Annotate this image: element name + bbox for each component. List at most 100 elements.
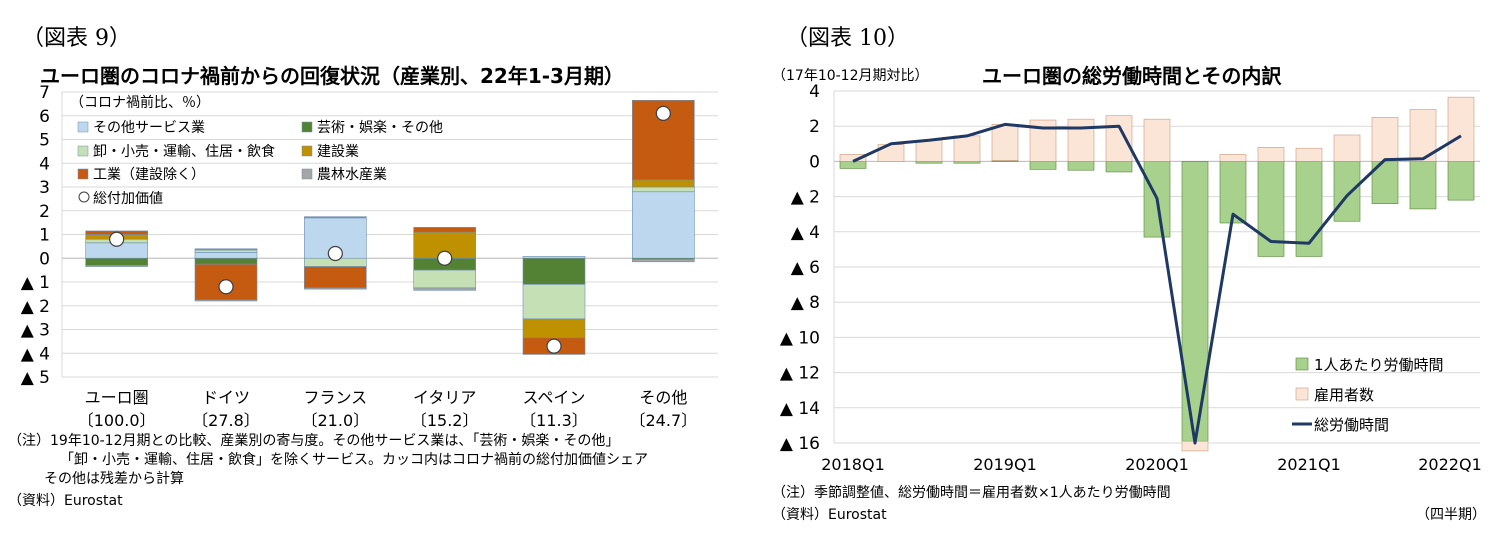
bar-segment [632, 186, 695, 193]
x-category-label: スペイン [523, 388, 586, 407]
x-category-label: ユーロ圏 [85, 388, 149, 407]
y-tick-label: 1 [39, 226, 50, 246]
bar-segment [1105, 115, 1133, 162]
x-category-share-label: 〔11.3〕 [520, 411, 588, 430]
figure-9-note-1: （注）19年10-12月期との比較、産業別の寄与度。その他サービス業は、「芸術・… [8, 433, 620, 449]
x-tick-label: 2020Q1 [1125, 455, 1189, 474]
x-category-label: イタリア [413, 388, 476, 407]
bar-segment [194, 248, 258, 251]
figure-10-note: （注）季節調整値、総労働時間＝雇用者数×1人あたり労働時間 [772, 485, 1171, 501]
legend-label: 卸・小売・運輸、住居・飲食 [93, 143, 275, 160]
legend-swatch [1295, 357, 1309, 371]
total-value-marker [218, 279, 234, 295]
y-tick-label: 7 [39, 83, 50, 103]
bar-segment [1447, 161, 1475, 201]
bar-segment [194, 252, 258, 259]
y-tick-label: 0 [809, 152, 820, 172]
bar-segment [1295, 147, 1323, 162]
bar-segment [991, 124, 1019, 161]
bar-segment [304, 266, 367, 289]
figure-10-panel: （図表 10） ユーロ圏の総労働時間とその内訳 4 2 0 ▲ 2 ▲ 4 ▲ 6 ▲ 8 ▲… [760, 0, 1505, 549]
figure-9-label: （図表 9） [22, 26, 131, 51]
figure-10-title: ユーロ圏の総労働時間とその内訳 [982, 64, 1282, 88]
legend-label: 総付加価値 [93, 191, 163, 207]
legend-swatch [301, 168, 313, 180]
bar-segment [194, 257, 258, 265]
y-axis-unit-label: （コロナ禍前比、％） [70, 94, 210, 111]
bar-segment [632, 179, 695, 188]
y-tick-label: ▲ 3 [21, 321, 50, 341]
bar-segment [915, 139, 943, 162]
x-category-share-label: 〔24.7〕 [630, 411, 698, 430]
x-tick-label: 2019Q1 [973, 455, 1037, 474]
y-tick-label: ▲ 12 [780, 364, 820, 384]
y-tick-label: ▲ 8 [791, 293, 820, 313]
y-tick-label: ▲ 4 [791, 223, 820, 243]
y-axis-unit-label: （17年10-12月期対比） [772, 68, 929, 84]
bar-segment [304, 216, 367, 219]
y-tick-label: ▲ 2 [791, 188, 820, 208]
legend-label: 総労働時間 [1314, 416, 1389, 434]
legend-swatch [301, 145, 313, 157]
y-tick-label: ▲ 2 [21, 297, 50, 317]
bar-segment [953, 135, 981, 162]
bar-segment [1181, 161, 1209, 442]
y-tick-label: 5 [39, 131, 50, 151]
legend-label: その他サービス業 [93, 120, 205, 136]
legend-swatch [77, 145, 89, 157]
bar-segment [413, 227, 476, 233]
legend-swatch [301, 121, 313, 133]
bar-segment [413, 269, 476, 289]
bar-segment [194, 299, 258, 302]
bar-segment [522, 318, 586, 339]
y-tick-label: ▲ 6 [791, 258, 820, 278]
y-tick-label: 3 [39, 178, 50, 198]
figure-10-label: （図表 10） [786, 26, 909, 51]
x-category-label: ドイツ [202, 388, 250, 407]
bar-segment [1067, 118, 1095, 162]
x-tick-label: 2018Q1 [821, 455, 885, 474]
bar-segment [1447, 96, 1475, 162]
legend-swatch [77, 121, 89, 133]
total-value-marker [655, 105, 671, 121]
legend-label: 建設業 [317, 144, 359, 160]
y-tick-label: 4 [39, 154, 50, 174]
figure-9-title: ユーロ圏のコロナ禍前からの回復状況（産業別、22年1-3月期） [40, 64, 624, 88]
x-category-share-label: 〔100.0〕 [78, 411, 156, 430]
bar-segment [522, 257, 586, 285]
total-hours-line [852, 122, 1462, 445]
bar-segment [1219, 154, 1247, 162]
legend-swatch [1295, 387, 1309, 401]
x-category-label: フランス [303, 388, 367, 407]
bar-segment [1067, 161, 1095, 171]
legend-label: 農林水産業 [317, 167, 387, 183]
legend-label: 1人あたり労働時間 [1314, 356, 1444, 374]
y-tick-label: ▲ 5 [21, 368, 50, 388]
legend-total-marker [78, 191, 90, 203]
bar-segment [1333, 134, 1361, 162]
legend-swatch [77, 168, 89, 180]
figure-9-source: （資料）Eurostat [8, 493, 123, 509]
bar-segment [194, 249, 258, 253]
bar-segment [1143, 118, 1171, 162]
bar-segment [85, 265, 148, 267]
bar-segment [632, 191, 695, 259]
figure-9-note-3: その他は残差から計算 [44, 471, 184, 487]
x-category-share-label: 〔15.2〕 [411, 411, 479, 430]
figure-10-xunit: （四半期） [1416, 507, 1486, 523]
bar-segment [522, 284, 586, 320]
y-tick-label: 2 [809, 117, 820, 137]
figure-9-note-2: 「卸・小売・運輸、住居・飲食」を除くサービス。カッコ内はコロナ禍前の総付加価値シ… [60, 452, 648, 468]
total-value-marker [546, 338, 562, 354]
x-category-share-label: 〔21.0〕 [302, 411, 370, 430]
y-tick-label: ▲ 4 [21, 344, 50, 364]
y-tick-label: ▲ 16 [780, 434, 820, 454]
y-tick-label: ▲ 14 [780, 399, 820, 419]
y-tick-label: 6 [39, 107, 50, 127]
bar-segment [85, 257, 148, 266]
x-category-share-label: 〔27.8〕 [192, 411, 260, 430]
total-value-marker [327, 245, 343, 262]
x-tick-label: 2021Q1 [1277, 455, 1341, 474]
working-hours-chart: 4 2 0 ▲ 2 ▲ 4 ▲ 6 ▲ 8 ▲ 10 ▲ 12 ▲ 14 ▲ 16 （17年10-12… [772, 68, 1482, 474]
legend-label: 雇用者数 [1314, 386, 1374, 404]
